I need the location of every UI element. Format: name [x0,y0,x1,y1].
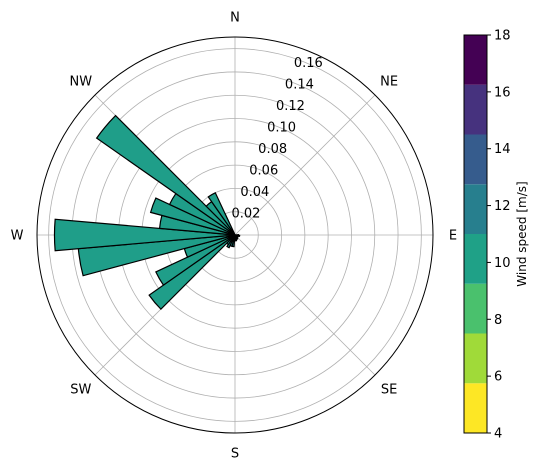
angular-gridline-1 [234,94,376,236]
radial-tick-label-3: 0.08 [258,142,287,157]
direction-label-nw: NW [70,74,93,89]
direction-label-e: E [449,229,457,244]
colorbar-tick-label-4: 12 [494,199,511,214]
radial-tick-label-4: 0.10 [267,120,296,135]
colorbar-level-2 [464,283,487,334]
colorbar-level-4 [464,184,487,234]
wind-bar-9 [148,234,236,310]
direction-labels: N NE E SE S SW W NW [11,11,458,462]
colorbar-tick-label-0: 4 [494,427,502,442]
direction-label-ne: NE [380,74,398,89]
colorbar-tick-label-5: 14 [494,142,511,157]
colorbar-tick-label-3: 10 [494,256,511,271]
colorbar-level-0 [464,383,487,433]
colorbar-tick-label-7: 18 [494,29,511,44]
radial-tick-label-0: 0.02 [231,206,260,221]
colorbar-level-1 [464,333,487,384]
wind-bar-17 [95,114,236,236]
wind-bar-19 [207,191,236,236]
wind-bar-13 [53,218,236,252]
colorbar-levels [464,35,487,433]
radial-tick-label-1: 0.04 [240,185,269,200]
direction-label-n: N [230,11,240,26]
colorbar-level-5 [464,134,487,185]
direction-label-w: W [11,229,24,244]
direction-label-sw: SW [70,383,91,398]
colorbar-level-3 [464,234,487,284]
angular-gridline-3 [234,234,376,376]
colorbar-tick-label-6: 16 [494,85,511,100]
wind-bar-21 [225,234,236,246]
wind-rose-bars [53,114,241,310]
colorbar-tick-label-1: 6 [494,370,502,385]
wind-bar-29 [229,234,236,247]
radial-tick-labels: 0.02 0.04 0.06 0.08 0.10 0.12 0.14 0.16 [231,56,322,222]
colorbar: 4 6 8 10 12 14 16 18 Wind speed [m/s] [463,29,529,442]
radial-tick-label-2: 0.06 [249,163,278,178]
colorbar-ticks: 4 6 8 10 12 14 16 18 [487,29,511,442]
wind-bar-10 [155,234,236,286]
colorbar-frame [463,34,488,434]
colorbar-level-7 [464,35,487,85]
radial-tick-label-7: 0.16 [294,56,323,71]
radial-tick-label-6: 0.14 [285,77,314,92]
colorbar-label: Wind speed [m/s] [515,181,529,286]
polar-axis-frame [36,36,434,434]
colorbar-tick-label-2: 8 [494,313,502,328]
direction-label-s: S [231,447,239,462]
direction-label-se: SE [381,383,397,398]
radial-tick-label-5: 0.12 [276,99,305,114]
colorbar-level-6 [464,84,487,135]
